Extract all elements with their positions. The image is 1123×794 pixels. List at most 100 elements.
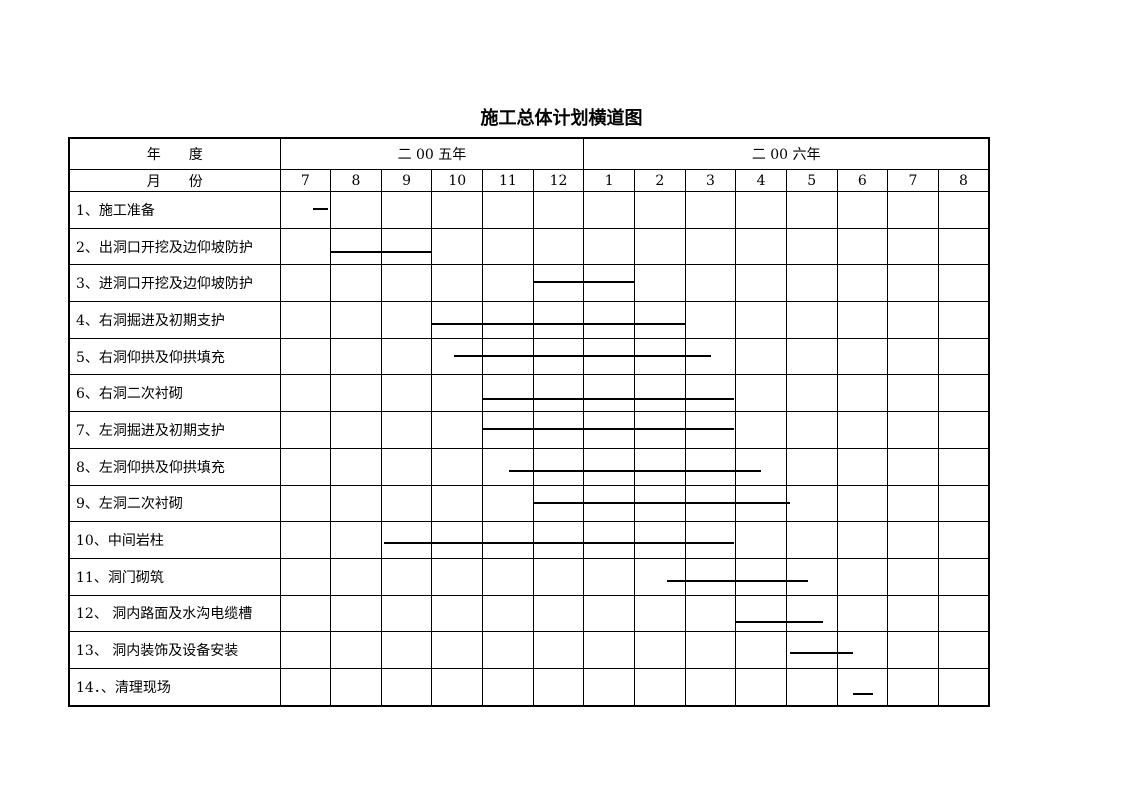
- grid-cell: [279, 631, 332, 669]
- task-label: 3、进洞口开挖及边仰坡防护: [68, 264, 281, 303]
- grid-cell: [482, 447, 534, 486]
- grid-cell: [431, 374, 484, 413]
- grid-cell: [431, 521, 484, 559]
- grid-cell: [836, 227, 889, 266]
- grid-cell: [431, 631, 484, 669]
- task-row: 11、洞门砌筑: [68, 557, 990, 596]
- grid-cell: [937, 374, 990, 413]
- grid-cell: [887, 411, 939, 449]
- grid-cell: [684, 264, 737, 303]
- grid-cell: [583, 484, 635, 523]
- grid-cell: [887, 337, 939, 376]
- grid-cell: [532, 191, 585, 229]
- grid-cell: [684, 667, 737, 707]
- task-row: 10、中间岩柱: [68, 521, 990, 559]
- grid-cell: [279, 191, 332, 229]
- task-label: 1、施工准备: [68, 191, 281, 229]
- grid-cell: [735, 264, 787, 303]
- month-header-cell: 3: [684, 169, 737, 192]
- grid-cell: [735, 521, 787, 559]
- month-header-cell: 10: [431, 169, 484, 192]
- grid-cell: [735, 447, 787, 486]
- grid-cell: [583, 337, 635, 376]
- grid-cell: [330, 667, 382, 707]
- grid-cell: [482, 227, 534, 266]
- grid-cell: [583, 447, 635, 486]
- grid-cell: [431, 264, 484, 303]
- month-header-row: 月 份 7 8 9 10 11 12 1 2 3 4 5 6 7 8: [68, 169, 990, 192]
- grid-cell: [583, 557, 635, 596]
- grid-cell: [887, 631, 939, 669]
- grid-cell: [684, 594, 737, 633]
- grid-cell: [431, 301, 484, 339]
- grid-cell: [330, 227, 382, 266]
- grid-cell: [735, 227, 787, 266]
- month-header-cell: 4: [735, 169, 787, 192]
- grid-cell: [735, 191, 787, 229]
- task-label: 6、右洞二次衬砌: [68, 374, 281, 413]
- task-label: 8、左洞仰拱及仰拱填充: [68, 447, 281, 486]
- grid-cell: [380, 411, 433, 449]
- grid-cell: [785, 447, 838, 486]
- year-2005: 二 00 五年: [279, 137, 585, 170]
- grid-cell: [887, 594, 939, 633]
- grid-cell: [380, 594, 433, 633]
- grid-cell: [785, 484, 838, 523]
- month-header-cell: 9: [380, 169, 433, 192]
- grid-cell: [785, 374, 838, 413]
- grid-cell: [330, 374, 382, 413]
- grid-cell: [937, 301, 990, 339]
- grid-cell: [482, 594, 534, 633]
- grid-cell: [532, 264, 585, 303]
- grid-cell: [836, 374, 889, 413]
- grid-cell: [279, 521, 332, 559]
- grid-cell: [532, 411, 585, 449]
- grid-cell: [633, 557, 686, 596]
- task-row: 14．、清理现场: [68, 667, 990, 707]
- grid-cell: [330, 191, 382, 229]
- grid-cell: [583, 374, 635, 413]
- grid-cell: [735, 484, 787, 523]
- grid-cell: [785, 191, 838, 229]
- grid-cell: [330, 631, 382, 669]
- grid-cell: [937, 557, 990, 596]
- task-row: 9、左洞二次衬砌: [68, 484, 990, 523]
- grid-cell: [836, 667, 889, 707]
- grid-cell: [330, 557, 382, 596]
- grid-cell: [887, 191, 939, 229]
- grid-cell: [937, 337, 990, 376]
- grid-cell: [836, 557, 889, 596]
- grid-cell: [330, 594, 382, 633]
- task-label: 2、出洞口开挖及边仰坡防护: [68, 227, 281, 266]
- task-label: 9、左洞二次衬砌: [68, 484, 281, 523]
- grid-cell: [785, 631, 838, 669]
- grid-cell: [380, 484, 433, 523]
- grid-cell: [279, 301, 332, 339]
- grid-cell: [785, 411, 838, 449]
- grid-cell: [887, 301, 939, 339]
- grid-cell: [532, 337, 585, 376]
- grid-cell: [482, 557, 534, 596]
- grid-cell: [583, 411, 635, 449]
- grid-cell: [380, 337, 433, 376]
- grid-cell: [482, 631, 534, 669]
- task-row: 2、出洞口开挖及边仰坡防护: [68, 227, 990, 266]
- grid-cell: [380, 374, 433, 413]
- grid-cell: [633, 521, 686, 559]
- grid-cell: [380, 667, 433, 707]
- grid-cell: [735, 411, 787, 449]
- grid-cell: [431, 667, 484, 707]
- grid-cell: [482, 411, 534, 449]
- month-header-cell: 5: [785, 169, 838, 192]
- task-row: 7、左洞掘进及初期支护: [68, 411, 990, 449]
- year-header-label: 年 度: [68, 137, 281, 170]
- grid-cell: [431, 557, 484, 596]
- grid-cell: [684, 521, 737, 559]
- task-label: 13、 洞内装饰及设备安装: [68, 631, 281, 669]
- task-label: 11、洞门砌筑: [68, 557, 281, 596]
- grid-cell: [633, 337, 686, 376]
- grid-cell: [684, 374, 737, 413]
- month-header-cell: 7: [887, 169, 939, 192]
- grid-cell: [380, 264, 433, 303]
- task-label: 4、右洞掘进及初期支护: [68, 301, 281, 339]
